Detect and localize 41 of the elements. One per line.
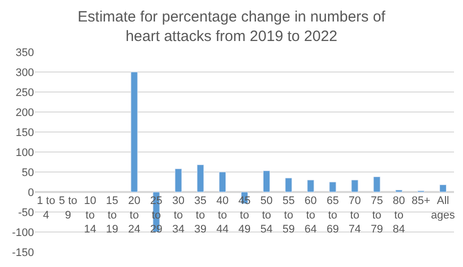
bar xyxy=(307,180,314,192)
y-tick-label: 300 xyxy=(16,66,34,79)
x-tick-label: 35 to 39 xyxy=(194,195,207,236)
y-tick-label: -100 xyxy=(12,226,34,239)
x-tick-label: 50 to 54 xyxy=(260,195,273,236)
x-tick-label: 5 to 9 xyxy=(58,195,78,222)
x-tick-label: 30 to 34 xyxy=(172,195,184,236)
x-tick-label: 70 to 74 xyxy=(348,195,361,236)
x-tick-label: 60 to 64 xyxy=(304,195,317,236)
bar xyxy=(329,182,336,192)
y-tick-label: 50 xyxy=(22,166,34,179)
bar xyxy=(351,180,358,192)
bar xyxy=(218,172,226,192)
x-tick-label: All ages xyxy=(431,195,456,222)
y-tick-label: 150 xyxy=(16,126,34,139)
bar xyxy=(439,184,447,192)
x-tick-label: 15 to 19 xyxy=(106,195,118,236)
bar xyxy=(285,178,292,192)
y-tick-label: 250 xyxy=(16,86,34,99)
y-tick-label: 100 xyxy=(16,146,34,159)
x-tick-label: 10 to 14 xyxy=(84,195,96,236)
y-tick-label: 200 xyxy=(16,106,34,119)
chart-title: Estimate for percentage change in numbers of heart attacks from 2019 to 2022 xyxy=(78,8,386,45)
bar xyxy=(262,170,270,192)
x-tick-label: 80 to 84 xyxy=(392,195,405,236)
bar xyxy=(373,176,380,192)
x-tick-label: 1 to 4 xyxy=(36,195,56,222)
bar xyxy=(395,190,402,192)
bar xyxy=(130,72,138,192)
y-tick-label: 350 xyxy=(16,46,34,59)
x-tick-label: 65 to 69 xyxy=(326,195,339,236)
x-tick-label: 40 to 44 xyxy=(216,195,229,236)
bar xyxy=(174,168,182,192)
bar xyxy=(196,164,204,192)
x-tick-label: 85+ xyxy=(412,195,430,207)
x-tick-label: 55 to 59 xyxy=(282,195,295,236)
x-tick-label: 75 to 79 xyxy=(370,195,383,236)
x-tick-label: 20 to 24 xyxy=(128,195,140,236)
y-tick-label: 0 xyxy=(28,186,34,199)
y-tick-label: -50 xyxy=(18,206,34,219)
y-tick-label: -150 xyxy=(12,246,34,259)
